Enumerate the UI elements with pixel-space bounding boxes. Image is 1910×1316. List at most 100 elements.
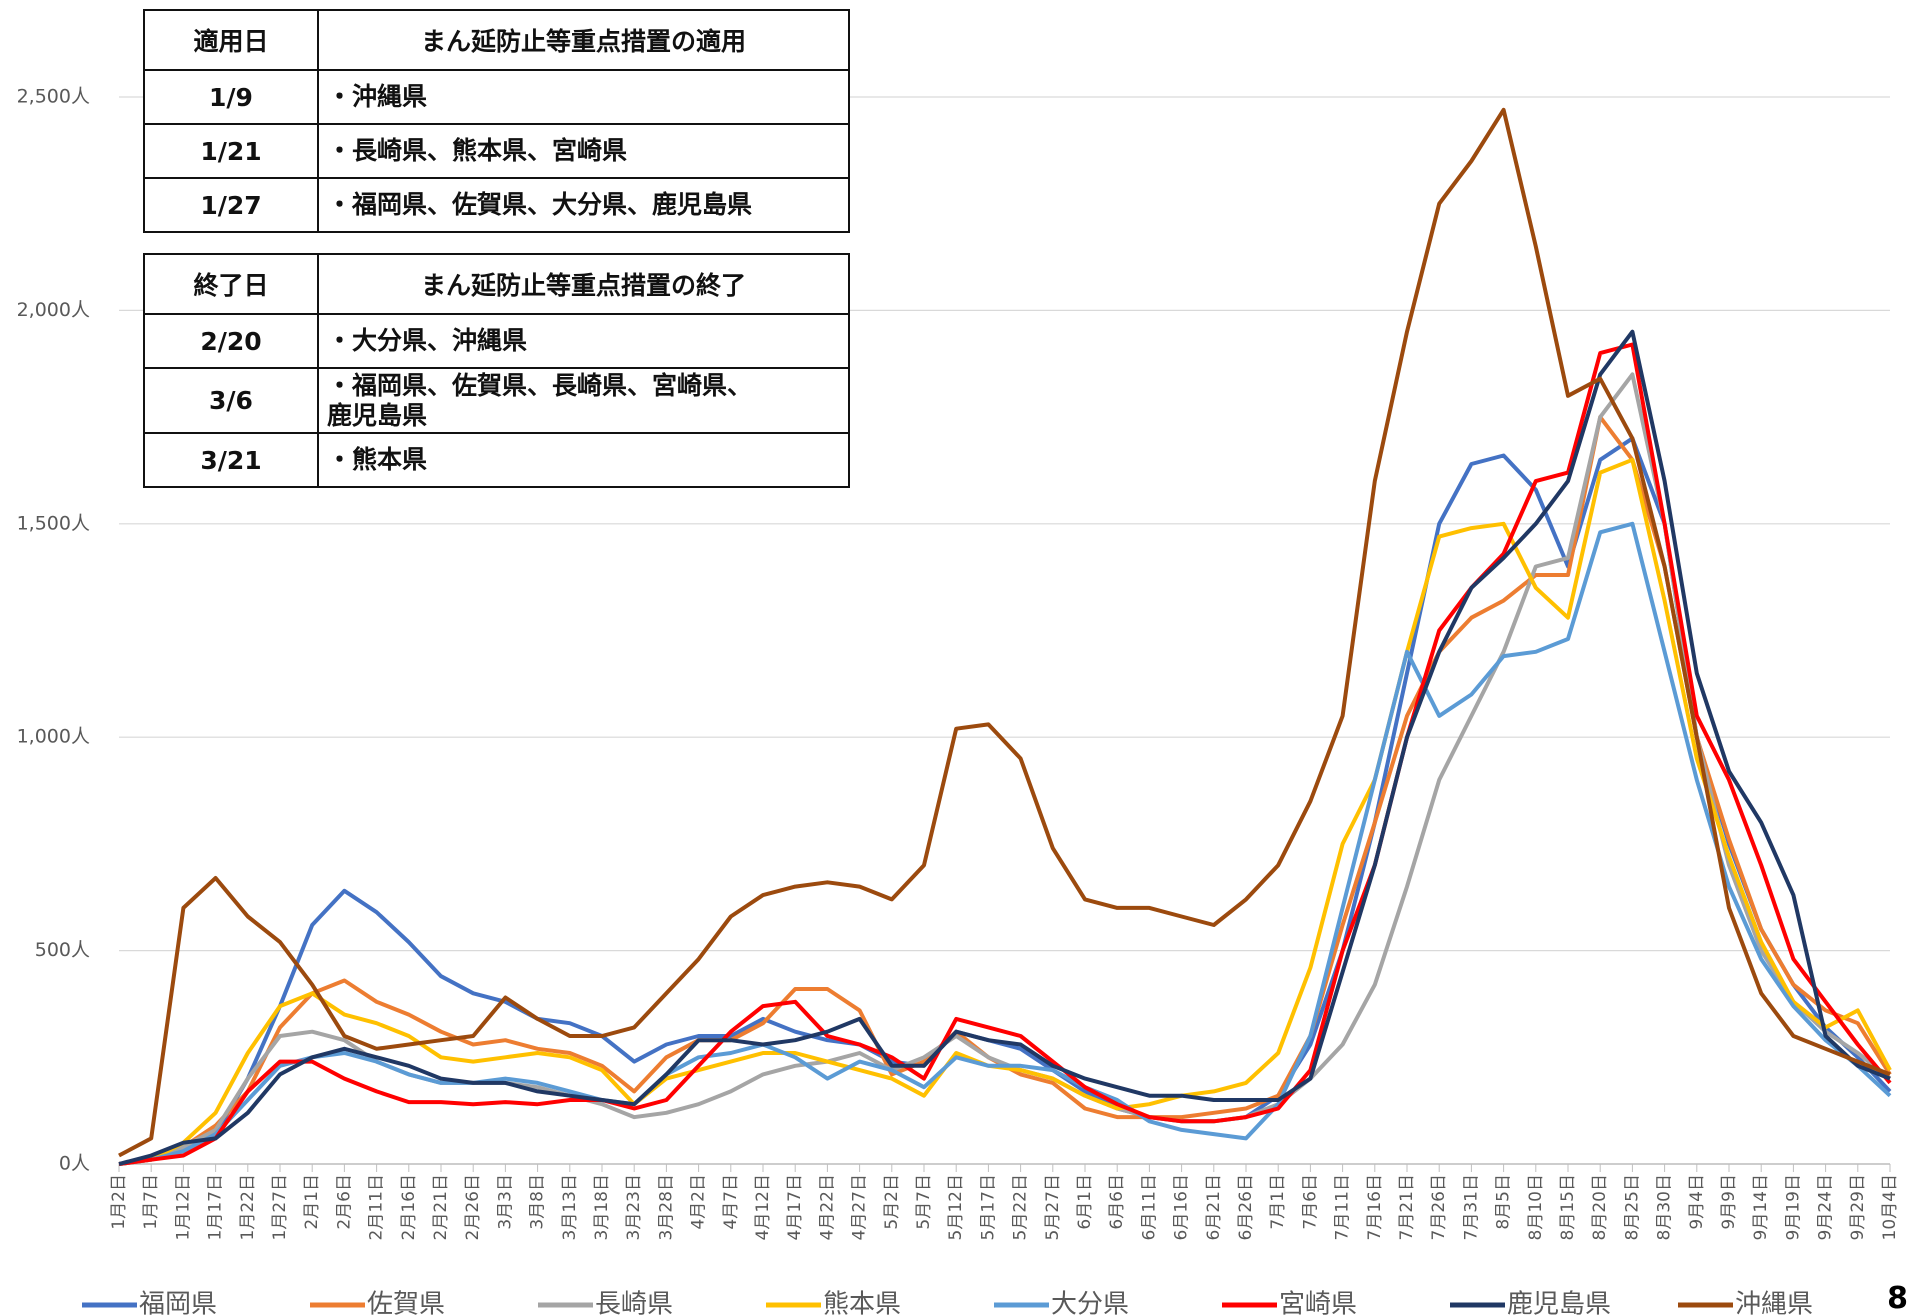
y-tick-label: 0人 [59,1153,90,1175]
legend-item: 熊本県 [766,1290,901,1316]
x-tick-label: 7月31日 [1461,1174,1481,1240]
x-tick-label: 4月12日 [753,1174,773,1240]
table-cell: ・沖縄県 [317,69,850,125]
x-tick-label: 7月11日 [1333,1174,1353,1240]
x-tick-label: 7月26日 [1429,1174,1449,1240]
x-tick-label: 9月24日 [1816,1174,1836,1240]
x-tick-label: 3月3日 [495,1174,515,1230]
page-number: 8 [1887,1281,1908,1316]
table: 終了日 まん延防止等重点措置の終了 2/20 ・大分県、沖縄県 3/6 ・福岡県、佐賀県、… [143,253,850,488]
header-cell: まん延防止等重点措置の適用 [317,9,850,71]
x-tick-label: 7月1日 [1268,1174,1288,1230]
legend-label: 佐賀県 [367,1290,445,1316]
x-tick-label: 2月16日 [399,1174,419,1240]
x-tick-label: 2月6日 [334,1174,354,1230]
table-row: 3/21 ・熊本県 [143,432,850,488]
legend-item: 大分県 [994,1290,1129,1316]
legend-label: 長崎県 [595,1290,673,1316]
x-tick-label: 5月22日 [1011,1174,1031,1240]
header-cell: まん延防止等重点措置の終了 [317,253,850,315]
x-tick-label: 6月11日 [1139,1174,1159,1240]
x-tick-label: 6月1日 [1075,1174,1095,1230]
header-cell: 適用日 [143,9,319,71]
table-row: 2/20 ・大分県、沖縄県 [143,313,850,369]
table-cell: 2/20 [143,313,319,369]
x-tick-label: 6月16日 [1172,1174,1192,1240]
table-header-row: 適用日 まん延防止等重点措置の適用 [143,9,850,71]
table-cell: ・長崎県、熊本県、宮崎県 [317,123,850,179]
x-tick-label: 1月22日 [238,1174,258,1240]
x-tick-label: 5月7日 [914,1174,934,1230]
x-tick-label: 1月2日 [109,1174,129,1230]
y-tick-label: 2,500人 [17,86,90,108]
table-cell: 1/27 [143,177,319,233]
y-tick-label: 500人 [35,939,90,961]
table-row: 1/27 ・福岡県、佐賀県、大分県、鹿児島県 [143,177,850,233]
y-tick-label: 1,000人 [17,726,90,748]
x-tick-label: 6月21日 [1204,1174,1224,1240]
x-tick-label: 4月7日 [721,1174,741,1230]
x-tick-label: 7月16日 [1365,1174,1385,1240]
table-cell: 1/9 [143,69,319,125]
table-cell: 3/6 [143,367,319,434]
x-tick-label: 4月22日 [817,1174,837,1240]
legend-label: 鹿児島県 [1507,1290,1611,1316]
x-tick-label: 8月5日 [1494,1174,1514,1230]
x-tick-label: 8月10日 [1526,1174,1546,1240]
x-tick-label: 4月2日 [689,1174,709,1230]
legend-label: 福岡県 [139,1290,217,1316]
x-tick-label: 9月19日 [1783,1174,1803,1240]
x-tick-label: 4月17日 [785,1174,805,1240]
x-tick-label: 9月4日 [1687,1174,1707,1230]
table-row: 3/6 ・福岡県、佐賀県、長崎県、宮崎県、 鹿児島県 [143,367,850,434]
x-tick-label: 6月6日 [1107,1174,1127,1230]
x-tick-label: 5月12日 [946,1174,966,1240]
legend-label: 沖縄県 [1735,1290,1813,1316]
x-tick-label: 9月14日 [1751,1174,1771,1240]
table-cell: ・福岡県、佐賀県、長崎県、宮崎県、 鹿児島県 [317,367,850,434]
legend-label: 熊本県 [823,1290,901,1316]
x-tick-label: 1月17日 [206,1174,226,1240]
table-cell: 1/21 [143,123,319,179]
table-row: 1/21 ・長崎県、熊本県、宮崎県 [143,123,850,179]
legend-label: 大分県 [1051,1290,1129,1316]
series-line [118,521,1892,1166]
y-tick-label: 1,500人 [17,512,90,534]
x-tick-label: 8月30日 [1655,1174,1675,1240]
x-tick-label: 8月15日 [1558,1174,1578,1240]
table-cell: ・福岡県、佐賀県、大分県、鹿児島県 [317,177,850,233]
x-tick-label: 6月26日 [1236,1174,1256,1240]
x-tick-label: 8月25日 [1622,1174,1642,1240]
x-tick-label: 1月27日 [270,1174,290,1240]
legend-item: 佐賀県 [310,1290,445,1316]
legend-item: 宮崎県 [1222,1290,1357,1316]
legend-item: 福岡県 [82,1290,217,1316]
x-tick-label: 9月29日 [1848,1174,1868,1240]
table-header-row: 終了日 まん延防止等重点措置の終了 [143,253,850,315]
legend-label: 宮崎県 [1279,1290,1357,1316]
x-tick-label: 8月20日 [1590,1174,1610,1240]
table: 適用日 まん延防止等重点措置の適用 1/9 ・沖縄県 1/21 ・長崎県、熊本県、宮崎県 1… [143,9,850,233]
x-tick-label: 3月18日 [592,1174,612,1240]
table-cell: ・大分県、沖縄県 [317,313,850,369]
x-tick-label: 5月2日 [882,1174,902,1230]
series-line [118,436,1892,1166]
legend-item: 沖縄県 [1678,1290,1813,1316]
x-tick-label: 3月8日 [528,1174,548,1230]
table-cell: ・熊本県 [317,432,850,488]
x-tick-label: 3月23日 [624,1174,644,1240]
series-line [118,342,1892,1166]
x-tick-label: 2月11日 [367,1174,387,1240]
x-tick-label: 3月13日 [560,1174,580,1240]
x-tick-label: 5月27日 [1043,1174,1063,1240]
x-tick-label: 2月1日 [302,1174,322,1230]
table-row: 1/9 ・沖縄県 [143,69,850,125]
x-tick-label: 2月26日 [463,1174,483,1240]
x-tick-label: 7月21日 [1397,1174,1417,1240]
header-cell: 終了日 [143,253,319,315]
x-tick-label: 1月12日 [173,1174,193,1240]
series-line [118,415,1892,1166]
table-cell: 3/21 [143,432,319,488]
series-line [118,457,1892,1166]
